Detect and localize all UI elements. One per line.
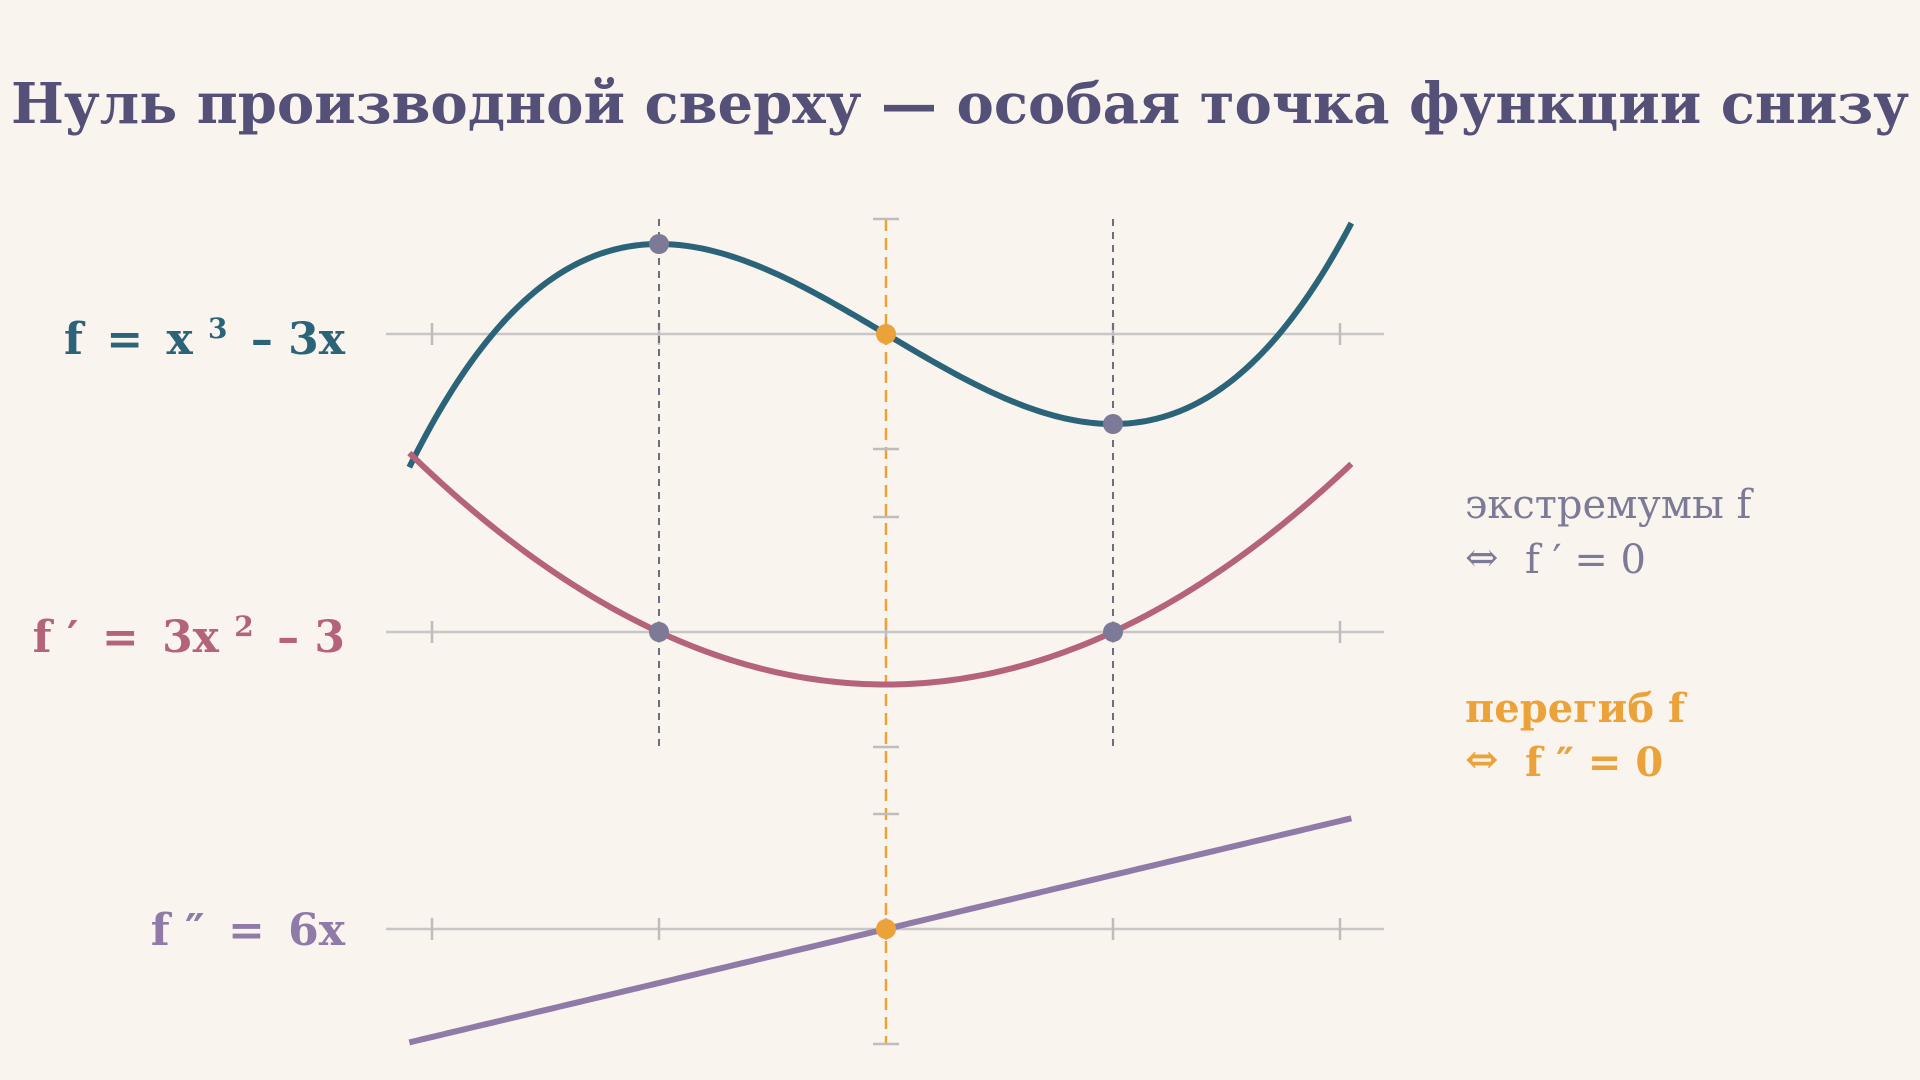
label-f-double-prime: f ″ = 6x (151, 905, 346, 956)
label-f1-eq: = (102, 612, 139, 663)
label-f: f = x 3 – 3x (64, 298, 346, 365)
legend-inflection: перегиб f ⇔ f ″ = 0 (1465, 685, 1688, 786)
f-extremum-point (1103, 414, 1123, 434)
f-extremum-point (649, 234, 669, 254)
label-f-body: x (166, 314, 193, 365)
f2-inflection-point (876, 919, 896, 939)
legend-extremum-arrow: ⇔ (1465, 535, 1499, 581)
f1-extremum-point (649, 622, 669, 642)
label-f1-body: 3x (162, 612, 220, 663)
legend-extremum-line1: экстремумы f (1465, 482, 1755, 528)
legend-inflection-line1: перегиб f (1465, 685, 1688, 732)
label-f2-eq: = (228, 905, 265, 956)
label-f-eq: = (106, 314, 143, 365)
label-f-prime: f ′ = 3x 2 – 3 (33, 596, 345, 663)
label-f1-name: f ′ (33, 612, 79, 663)
label-f-name: f (64, 314, 86, 365)
legend-inflection-arrow: ⇔ (1465, 736, 1499, 783)
guide-lines-layer (658, 217, 1114, 1046)
legend-extremum: экстремумы f ⇔ f ′ = 0 (1465, 482, 1755, 583)
f-inflection-point (876, 324, 896, 344)
label-f1-rest: – 3 (277, 612, 345, 663)
diagram-title: Нуль производной сверху — особая точка ф… (11, 71, 1909, 137)
curve-f1 (407, 450, 1354, 688)
legend-extremum-line2: f ′ = 0 (1525, 537, 1646, 583)
marked-points-layer (649, 234, 1123, 939)
curve-f (406, 221, 1354, 469)
label-f2-body: 6x (288, 905, 346, 956)
f1-extremum-point (1103, 622, 1123, 642)
label-f1-power: 2 (234, 610, 253, 643)
legend-inflection-line2: f ″ = 0 (1525, 739, 1663, 786)
label-f-power: 3 (208, 312, 227, 345)
label-f2-name: f ″ (151, 905, 205, 956)
label-f-rest: – 3x (251, 314, 346, 365)
